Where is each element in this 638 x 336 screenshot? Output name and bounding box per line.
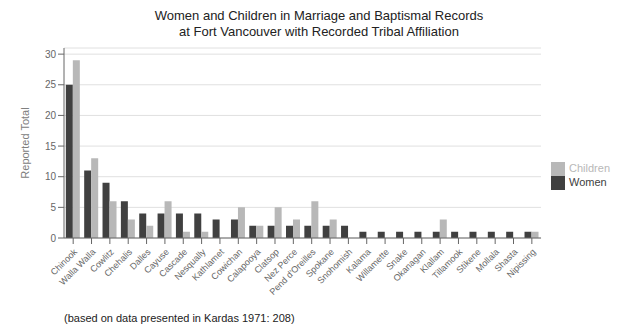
svg-text:5: 5 xyxy=(50,202,56,213)
svg-text:Nez Perce: Nez Perce xyxy=(262,246,300,284)
svg-text:Okanagan: Okanagan xyxy=(391,246,428,284)
svg-text:Chinook: Chinook xyxy=(48,246,80,278)
svg-text:Nipissing: Nipissing xyxy=(505,247,538,280)
svg-text:Klallam: Klallam xyxy=(418,246,447,275)
svg-text:Walla Walla: Walla Walla xyxy=(57,246,98,288)
svg-text:Willamette: Willamette xyxy=(354,246,391,284)
svg-text:15: 15 xyxy=(45,141,57,152)
html-text:Women: Women xyxy=(569,176,607,188)
svg-text:Tillamook: Tillamook xyxy=(430,246,465,281)
svg-text:Clatsop: Clatsop xyxy=(252,246,281,276)
svg-text:Snohomish: Snohomish xyxy=(315,246,355,286)
svg-text:Mollala: Mollala xyxy=(473,246,502,275)
html-text:Children: Children xyxy=(569,161,610,174)
svg-text:0: 0 xyxy=(50,233,56,244)
svg-text:Kathlamet: Kathlamet xyxy=(190,246,226,283)
svg-text:Cowichan: Cowichan xyxy=(209,246,245,282)
html-text:Women and Children in Marriage: Women and Children in Marriage and Bapti… xyxy=(154,8,484,23)
svg-text:Cayuse: Cayuse xyxy=(142,246,171,276)
svg-text:Stikene: Stikene xyxy=(454,246,483,276)
svg-text:Chehalis: Chehalis xyxy=(102,246,135,279)
svg-text:Dalles: Dalles xyxy=(127,246,153,272)
svg-text:Pend d'Oreilles: Pend d'Oreilles xyxy=(267,246,318,297)
svg-text:Reported Total: Reported Total xyxy=(19,107,31,178)
svg-text:Kalama: Kalama xyxy=(344,246,373,276)
svg-text:25: 25 xyxy=(45,79,57,90)
svg-text:20: 20 xyxy=(45,110,57,121)
svg-text:30: 30 xyxy=(45,49,57,60)
svg-text:Cascade: Cascade xyxy=(157,246,190,280)
html-text:at Fort Vancouver with Recorde: at Fort Vancouver with Recorded Tribal A… xyxy=(179,24,459,39)
svg-text:Nesqually: Nesqually xyxy=(172,246,208,282)
svg-text:Calapooya: Calapooya xyxy=(225,246,263,285)
svg-text:Spokane: Spokane xyxy=(303,246,336,280)
svg-text:Snake: Snake xyxy=(384,246,410,272)
svg-text:Cowlitz: Cowlitz xyxy=(88,246,116,275)
svg-text:10: 10 xyxy=(45,171,57,182)
html-text:(based on data presented in Ka: (based on data presented in Kardas 1971:… xyxy=(64,312,295,324)
svg-text:Shasta: Shasta xyxy=(492,246,520,274)
